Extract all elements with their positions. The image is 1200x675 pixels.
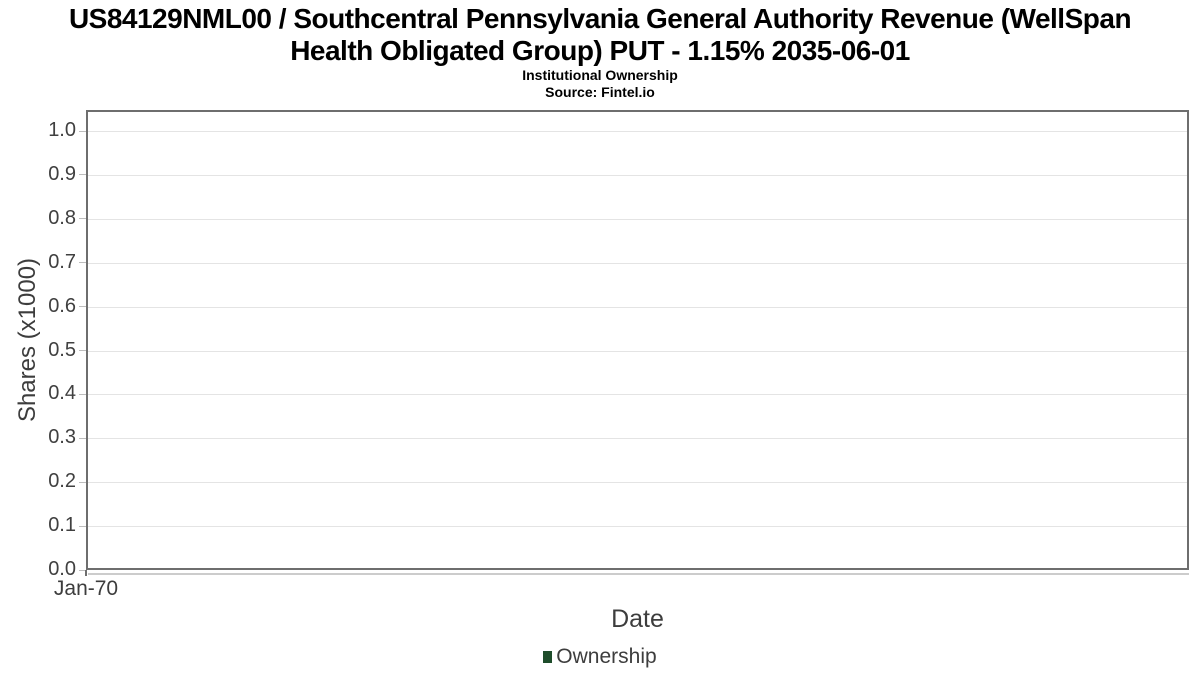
gridline-0.2	[88, 482, 1187, 484]
chart-title-line-2: Health Obligated Group) PUT - 1.15% 2035…	[290, 35, 910, 66]
y-tick-label-0.7: 0.7	[48, 250, 76, 273]
y-tick-mark-0.5	[79, 350, 86, 351]
y-tick-mark-0.3	[79, 437, 86, 439]
y-tick-label-0.3: 0.3	[48, 426, 76, 449]
chart-source-credit: Source: Fintel.io	[545, 84, 655, 100]
y-tick-label-1.0: 1.0	[48, 119, 76, 141]
y-tick-mark-0.4	[79, 393, 86, 395]
y-tick-label-0.2: 0.2	[48, 470, 76, 493]
gridline-0.8	[88, 218, 1187, 220]
chart-title: US84129NML00 / Southcentral Pennsylvania…	[0, 3, 1200, 67]
y-tick-mark-0.0	[79, 569, 86, 571]
ownership-series-swatch	[543, 651, 553, 663]
x-axis-title: Date	[611, 605, 664, 633]
y-tick-label-0.0: 0.0	[48, 558, 76, 580]
legend-label-ownership: Ownership	[556, 645, 657, 668]
plot-area	[86, 110, 1189, 570]
y-tick-label-0.8: 0.8	[48, 206, 76, 229]
y-tick-mark-0.6	[79, 306, 86, 308]
y-tick-label-0.5: 0.5	[48, 338, 76, 361]
y-tick-label-0.6: 0.6	[48, 294, 76, 317]
chart-title-line-1: US84129NML00 / Southcentral Pennsylvania…	[68, 3, 1132, 34]
y-tick-mark-0.1	[79, 525, 86, 527]
gridline-0.1	[88, 526, 1187, 528]
y-tick-label-0.4: 0.4	[48, 382, 76, 405]
y-tick-label-0.9: 0.9	[48, 162, 76, 185]
y-tick-mark-0.9	[79, 174, 86, 176]
x-tick-label: Jan-70	[53, 577, 119, 600]
x-tick-mark	[85, 570, 87, 576]
y-tick-label-0.1: 0.1	[48, 514, 76, 537]
y-tick-mark-0.7	[79, 262, 86, 264]
y-tick-mark-1.0	[79, 130, 86, 132]
gridline-1.0	[88, 131, 1187, 132]
y-tick-mark-0.2	[79, 481, 86, 483]
gridline-0.4	[88, 394, 1187, 396]
y-tick-mark-0.8	[79, 218, 86, 220]
legend: Ownership	[0, 645, 1200, 669]
gridline-0.5	[88, 350, 1187, 352]
chart-subtitle: Institutional Ownership	[522, 67, 678, 83]
axis-underline	[88, 573, 1189, 575]
gridline-0.6	[88, 306, 1187, 308]
gridline-0.7	[88, 262, 1187, 264]
gridline-0.9	[88, 174, 1187, 176]
gridline-0.3	[88, 438, 1187, 440]
